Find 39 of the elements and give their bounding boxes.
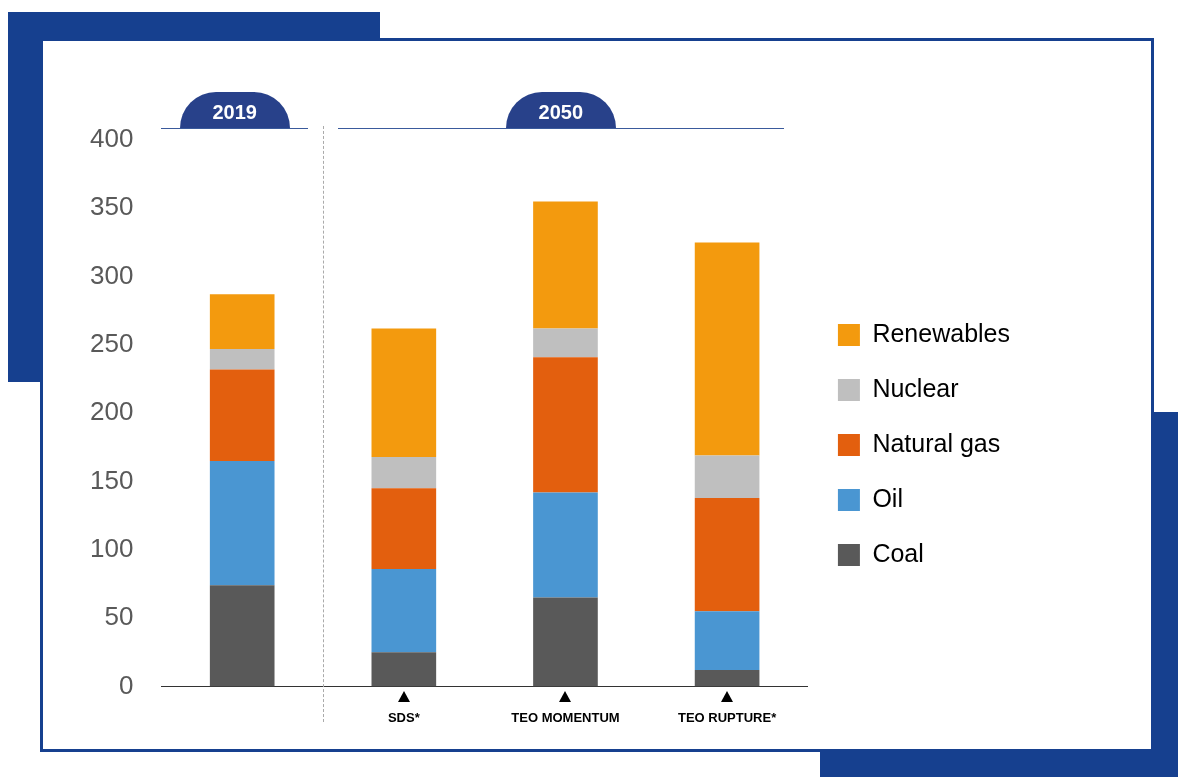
legend-label: Coal bbox=[872, 538, 924, 567]
legend-label: Renewables bbox=[872, 318, 1011, 347]
y-tick-label: 100 bbox=[89, 532, 134, 563]
y-tick-label: 350 bbox=[89, 191, 134, 222]
bar bbox=[209, 461, 275, 586]
bar bbox=[371, 568, 437, 653]
bar bbox=[533, 201, 598, 329]
bar bbox=[371, 456, 437, 489]
bar bbox=[694, 670, 760, 687]
bar bbox=[533, 357, 598, 493]
bar bbox=[694, 611, 760, 671]
legend-label: Oil bbox=[872, 483, 903, 512]
y-tick-label: 150 bbox=[89, 464, 134, 495]
bar bbox=[694, 455, 760, 498]
bar bbox=[209, 585, 275, 687]
x-tick-label: TEO RUPTURE* bbox=[677, 709, 778, 725]
bar bbox=[533, 492, 598, 598]
y-tick-label: 250 bbox=[89, 328, 134, 359]
bar bbox=[371, 488, 437, 569]
bar bbox=[209, 369, 275, 462]
bar bbox=[533, 597, 598, 687]
legend-label: Nuclear bbox=[872, 373, 959, 402]
bar bbox=[533, 328, 598, 358]
text: 2019 bbox=[179, 92, 290, 128]
y-tick-label: 400 bbox=[89, 123, 134, 154]
bar bbox=[694, 497, 760, 612]
x-tick-label: SDS* bbox=[387, 709, 421, 725]
text: 2050 bbox=[505, 92, 616, 128]
y-tick-label: 50 bbox=[104, 601, 134, 632]
bar bbox=[209, 349, 275, 370]
bar bbox=[694, 242, 760, 456]
y-tick-label: 300 bbox=[89, 259, 134, 290]
y-tick-label: 0 bbox=[118, 669, 134, 700]
bar bbox=[209, 294, 275, 349]
legend-label: Natural gas bbox=[872, 428, 1001, 457]
x-tick-label: TEO MOMENTUM bbox=[511, 709, 620, 725]
bar bbox=[371, 652, 437, 687]
y-tick-label: 200 bbox=[89, 396, 134, 427]
bar bbox=[371, 328, 437, 457]
